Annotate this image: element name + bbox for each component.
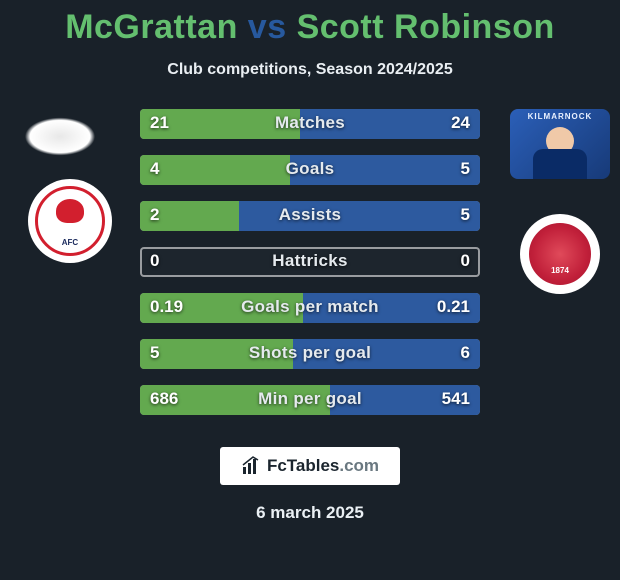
comparison-area: KILMARNOCK 2124Matches 45Goals 25Assists 00…	[0, 99, 620, 429]
date-label: 6 march 2025	[0, 503, 620, 523]
stat-row: 2124Matches	[140, 109, 480, 139]
title-player2: Scott Robinson	[297, 8, 555, 46]
stat-row: 56Shots per goal	[140, 339, 480, 369]
logo-text-main: FcTables	[267, 456, 339, 475]
stat-label: Hattricks	[140, 251, 480, 271]
page-title: McGrattan vs Scott Robinson	[0, 0, 620, 47]
stat-row: 686541Min per goal	[140, 385, 480, 415]
fctables-logo: FcTables.com	[220, 447, 400, 485]
fctables-chart-icon	[241, 456, 261, 476]
stat-label: Assists	[140, 205, 480, 225]
player1-club-badge	[28, 179, 112, 263]
player2-avatar-photo: KILMARNOCK	[510, 109, 610, 179]
stat-label: Goals per match	[140, 297, 480, 317]
stat-row: 00Hattricks	[140, 247, 480, 277]
logo-text-domain: .com	[339, 456, 379, 475]
player2-club-badge	[520, 214, 600, 294]
stat-label: Matches	[140, 113, 480, 133]
subtitle: Club competitions, Season 2024/2025	[0, 61, 620, 79]
stat-label: Min per goal	[140, 389, 480, 409]
airdrieonians-badge-icon	[35, 186, 105, 256]
stat-label: Goals	[140, 159, 480, 179]
player1-avatar-placeholder	[10, 109, 110, 164]
title-player1: McGrattan	[65, 8, 238, 46]
player2-avatar-banner: KILMARNOCK	[510, 112, 610, 121]
fctables-logo-text: FcTables.com	[267, 456, 379, 476]
title-vs: vs	[248, 8, 287, 46]
stat-row: 25Assists	[140, 201, 480, 231]
stat-row: 0.190.21Goals per match	[140, 293, 480, 323]
stat-row: 45Goals	[140, 155, 480, 185]
stat-label: Shots per goal	[140, 343, 480, 363]
hamilton-badge-icon	[526, 220, 594, 288]
stat-bars: 2124Matches 45Goals 25Assists 00Hattricks 0.…	[140, 109, 480, 431]
